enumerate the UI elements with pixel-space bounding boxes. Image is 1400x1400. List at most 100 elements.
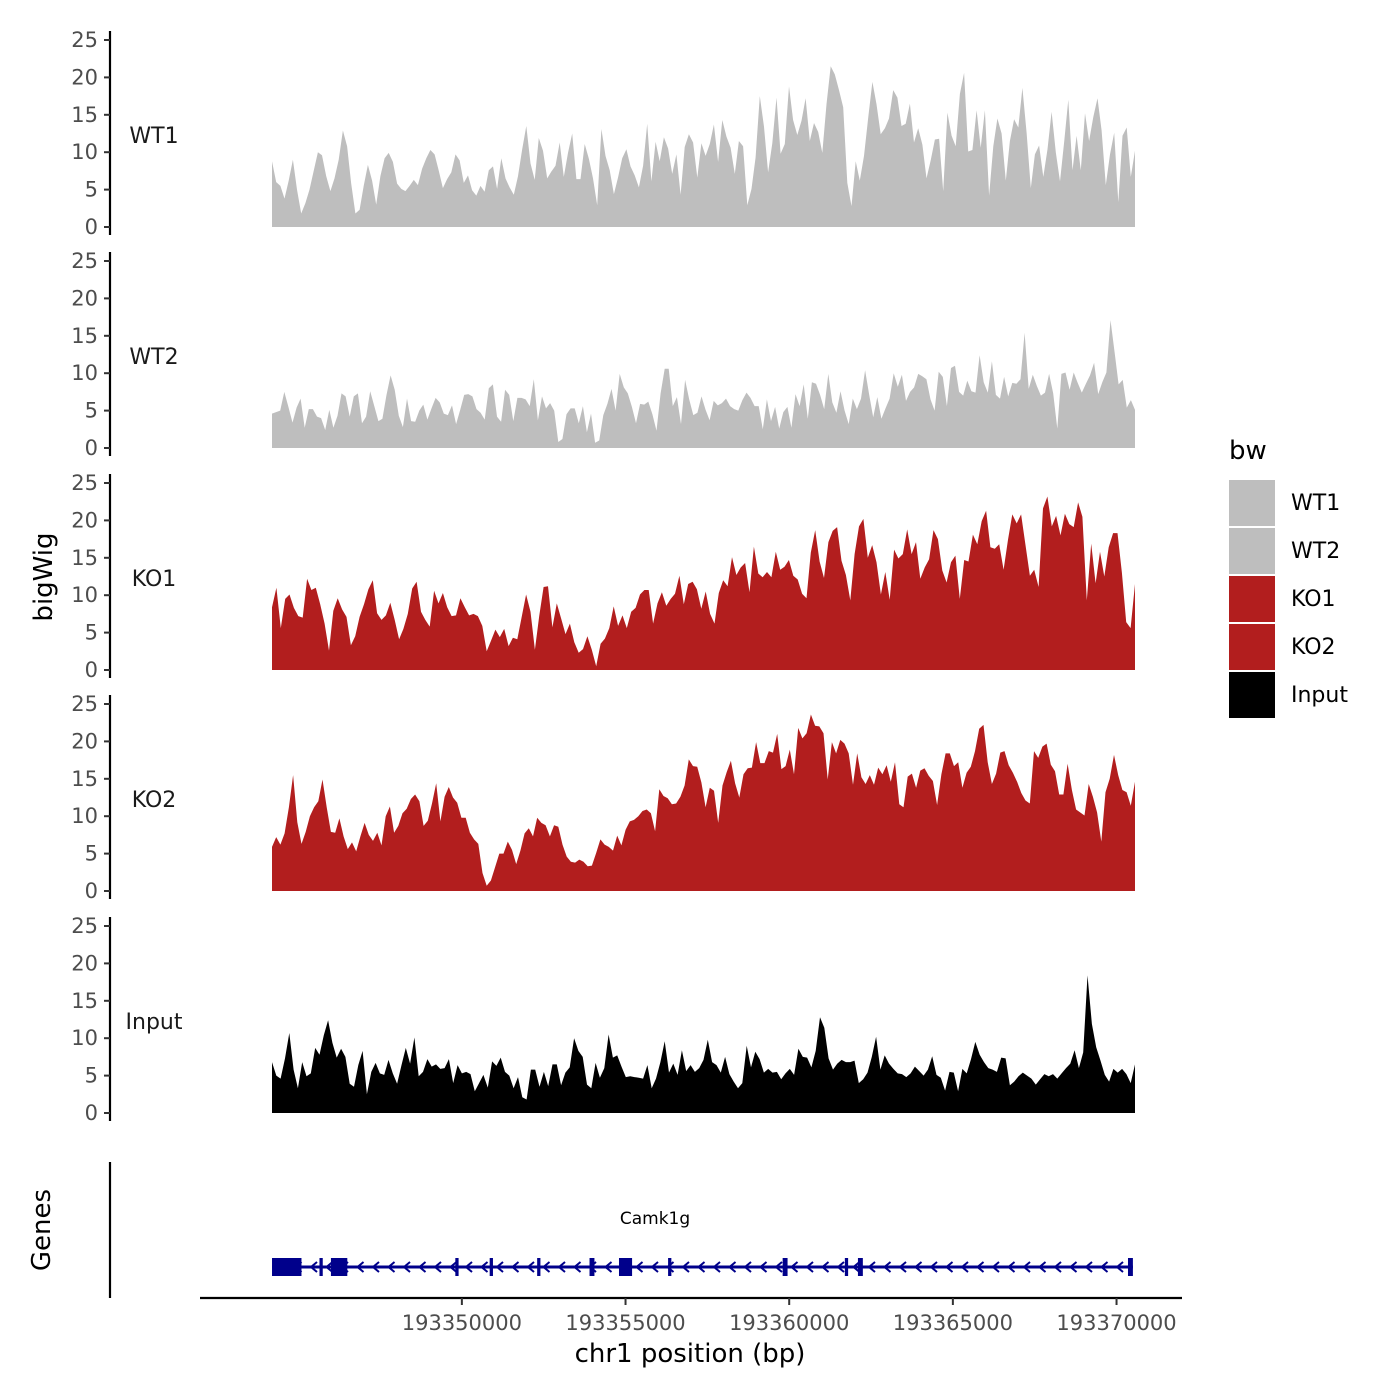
strand-chevron <box>1099 1261 1109 1273</box>
track-ko2: 0 5 10 15 20 25 KO2 <box>71 692 1135 903</box>
x-axis: chr1 position (bp) 193350000 193355000 193… <box>200 1296 1182 1369</box>
strand-chevron <box>960 1261 969 1273</box>
gene-exon <box>668 1258 672 1276</box>
legend-swatch-ko2 <box>1229 624 1275 670</box>
gene-exon <box>618 1258 633 1276</box>
legend-label-ko2: KO2 <box>1291 635 1336 660</box>
strand-chevron <box>355 1261 365 1273</box>
genes-track-label: Genes <box>27 1189 57 1271</box>
legend-title: bw <box>1229 436 1267 466</box>
strand-chevron <box>820 1261 830 1273</box>
strand-chevron <box>836 1261 845 1273</box>
y-tick-label: 0 <box>85 879 98 903</box>
strand-chevron <box>572 1261 582 1273</box>
strand-chevron <box>417 1261 427 1273</box>
strand-chevron <box>975 1261 985 1273</box>
strand-chevron <box>526 1261 535 1273</box>
gene-exon <box>589 1258 595 1276</box>
y-tick-label: 5 <box>85 399 98 423</box>
y-tick-label: 25 <box>71 471 98 495</box>
strand-chevron <box>913 1261 923 1273</box>
strand-chevron <box>805 1261 814 1273</box>
track-ko1: 0 5 10 15 20 25 KO1 <box>71 471 1135 682</box>
strand-chevron <box>882 1261 892 1273</box>
x-tick-label: 193365000 <box>893 1311 1013 1335</box>
strand-chevron <box>1115 1261 1124 1273</box>
gene-exon <box>782 1258 788 1276</box>
y-tick-label: 10 <box>71 361 98 385</box>
gene-exon <box>319 1258 323 1276</box>
y-tick-label: 5 <box>85 1064 98 1088</box>
strand-chevron <box>851 1261 861 1273</box>
gene-exon <box>844 1258 849 1276</box>
coverage-area-input <box>272 975 1135 1113</box>
strand-chevron <box>1084 1261 1093 1273</box>
y-tick-label: 15 <box>71 546 98 570</box>
y-tick-label: 20 <box>71 951 98 975</box>
y-tick-label: 10 <box>71 804 98 828</box>
coverage-area-ko2 <box>272 714 1135 891</box>
y-tick-label: 5 <box>85 842 98 866</box>
y-tick-label: 25 <box>71 28 98 52</box>
gene-exon <box>272 1258 302 1276</box>
y-tick-label: 0 <box>85 436 98 460</box>
strand-chevron <box>867 1261 876 1273</box>
strand-chevron <box>634 1261 644 1273</box>
strand-chevron <box>433 1261 442 1273</box>
y-tick-label: 5 <box>85 621 98 645</box>
y-tick-label: 10 <box>71 1026 98 1050</box>
strand-chevron <box>541 1261 551 1273</box>
gene-exon <box>857 1258 863 1276</box>
strand-chevron <box>1006 1261 1016 1273</box>
track-input: 0 5 10 15 20 25 Input <box>71 914 1135 1125</box>
y-tick-label: 15 <box>71 989 98 1013</box>
y-tick-label: 20 <box>71 65 98 89</box>
strand-chevron <box>991 1261 1000 1273</box>
strand-chevron <box>324 1261 334 1273</box>
strand-chevron <box>557 1261 566 1273</box>
strand-chevron <box>448 1261 458 1273</box>
y-tick-label: 5 <box>85 178 98 202</box>
strand-chevron <box>789 1261 799 1273</box>
strand-chevron <box>681 1261 690 1273</box>
gene-exon <box>489 1258 493 1276</box>
y-tick-label: 15 <box>71 324 98 348</box>
legend-swatch-wt1 <box>1229 480 1275 526</box>
legend-label-ko1: KO1 <box>1291 587 1336 612</box>
coverage-area-ko1 <box>272 496 1135 670</box>
track-label: KO2 <box>132 788 177 813</box>
x-tick-label: 193355000 <box>565 1311 685 1335</box>
strand-chevron <box>495 1261 504 1273</box>
strand-chevron <box>944 1261 954 1273</box>
y-tick-label: 0 <box>85 658 98 682</box>
y-tick-label: 0 <box>85 215 98 239</box>
y-tick-label: 10 <box>71 140 98 164</box>
legend-swatch-ko1 <box>1229 576 1275 622</box>
legend-label-input: Input <box>1291 683 1348 708</box>
x-axis-title: chr1 position (bp) <box>575 1339 806 1369</box>
strand-chevron <box>603 1261 613 1273</box>
y-axis-title: bigWig <box>29 532 59 621</box>
strand-chevron <box>1022 1261 1031 1273</box>
y-tick-label: 20 <box>71 508 98 532</box>
strand-chevron <box>650 1261 659 1273</box>
legend-label-wt1: WT1 <box>1291 491 1340 516</box>
x-tick-label: 193350000 <box>402 1311 522 1335</box>
strand-chevron <box>386 1261 396 1273</box>
y-tick-label: 20 <box>71 729 98 753</box>
track-label: WT1 <box>129 124 178 149</box>
strand-chevron <box>464 1261 473 1273</box>
strand-chevron <box>929 1261 938 1273</box>
gene-name-label: Camk1g <box>620 1209 690 1229</box>
track-wt2: 0 5 10 15 20 25 WT2 <box>71 249 1135 460</box>
legend-label-wt2: WT2 <box>1291 539 1340 564</box>
legend: bw WT1 WT2 KO1 KO2 Input <box>1229 436 1348 718</box>
strand-chevron <box>1037 1261 1047 1273</box>
legend-swatch-wt2 <box>1229 528 1275 574</box>
strand-chevron <box>665 1261 675 1273</box>
legend-swatch-input <box>1229 672 1275 718</box>
gene-exon <box>330 1258 348 1276</box>
coverage-tracks: 0510152025WT10510152025WT20510152025KO10… <box>71 28 1135 1125</box>
strand-chevron <box>510 1261 520 1273</box>
